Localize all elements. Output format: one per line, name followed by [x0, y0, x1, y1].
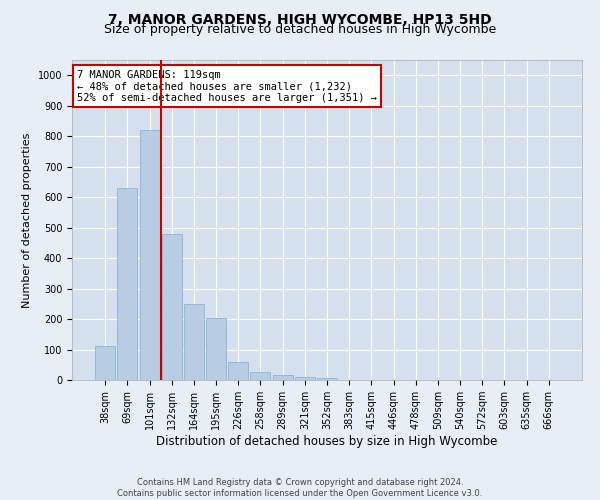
Y-axis label: Number of detached properties: Number of detached properties [22, 132, 32, 308]
Text: 7 MANOR GARDENS: 119sqm
← 48% of detached houses are smaller (1,232)
52% of semi: 7 MANOR GARDENS: 119sqm ← 48% of detache… [77, 70, 377, 103]
Bar [140, 130, 160, 380]
Bar [162, 234, 182, 380]
Text: Size of property relative to detached houses in High Wycombe: Size of property relative to detached ho… [104, 22, 496, 36]
Bar [206, 318, 226, 380]
Text: 7, MANOR GARDENS, HIGH WYCOMBE, HP13 5HD: 7, MANOR GARDENS, HIGH WYCOMBE, HP13 5HD [108, 12, 492, 26]
Text: Contains HM Land Registry data © Crown copyright and database right 2024.
Contai: Contains HM Land Registry data © Crown c… [118, 478, 482, 498]
Bar [228, 362, 248, 380]
X-axis label: Distribution of detached houses by size in High Wycombe: Distribution of detached houses by size … [157, 435, 497, 448]
Bar [184, 304, 204, 380]
Bar [118, 188, 137, 380]
Bar [250, 372, 271, 380]
Bar [295, 376, 315, 380]
Bar [317, 378, 337, 380]
Bar [272, 375, 293, 380]
Bar [95, 346, 115, 380]
